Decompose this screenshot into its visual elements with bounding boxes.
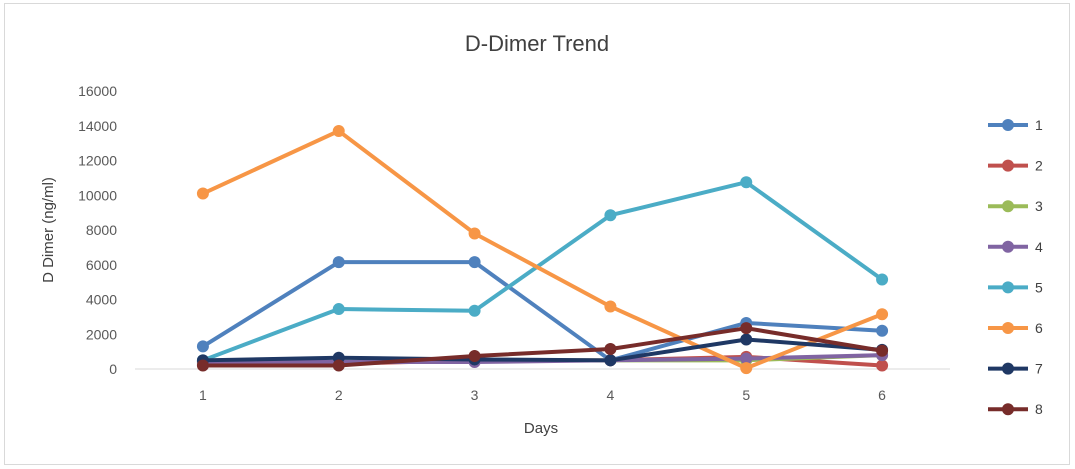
chart-title: D-Dimer Trend [465,31,609,56]
legend-label: 8 [1035,401,1043,417]
data-point [332,124,345,137]
y-tick-label: 16000 [78,83,117,99]
series-5 [196,176,889,367]
legend-label: 6 [1035,320,1043,336]
axis-layer: 0 2000 4000 6000 8000 10000 12000 14000 16000 1 2 3… [78,83,950,403]
series-8 [196,322,889,372]
data-point [740,352,753,365]
x-tick-label: 2 [335,387,343,403]
legend-item: 2 [988,158,1043,174]
data-point [332,359,345,372]
data-point [196,359,209,372]
y-tick-label: 8000 [86,222,117,238]
y-tick-label: 4000 [86,292,117,308]
series-line [200,337,885,363]
data-point [332,256,345,269]
legend-swatch-marker [1002,362,1014,375]
chart-frame: D-Dimer Trend 0 2000 4000 6000 8000 10000 1200… [4,3,1070,465]
series-layer [196,124,889,375]
line-chart: D-Dimer Trend 0 2000 4000 6000 8000 10000 1200… [40,31,1043,437]
legend-swatch-marker [1002,240,1014,253]
y-tick-label: 12000 [78,153,117,169]
data-point [468,349,481,362]
series-line [200,180,885,363]
data-point [604,209,617,222]
data-point [604,300,617,313]
legend-label: 3 [1035,198,1043,214]
data-point [876,344,889,357]
data-point [196,187,209,200]
legend-item: 4 [988,239,1043,255]
legend-label: 1 [1035,117,1043,133]
data-point [876,324,889,337]
data-point [332,303,345,316]
legend-swatch-marker [1002,200,1014,213]
data-point [876,359,889,372]
x-tick-label: 4 [607,387,615,403]
legend-swatch-marker [1002,119,1014,131]
y-tick-label: 2000 [86,326,117,342]
x-tick-label: 1 [199,387,207,403]
legend-label: 2 [1035,158,1043,174]
y-tick-label: 10000 [78,187,117,203]
legend-item: 1 [988,117,1043,133]
legend-swatch-marker [1002,281,1014,294]
x-tick-label: 3 [471,387,479,403]
data-point [196,340,209,353]
legend-item: 7 [988,361,1043,377]
legend: 1 2 3 4 5 6 7 8 [988,117,1043,417]
data-point [740,362,753,375]
series-line [200,260,885,363]
data-point [740,176,753,189]
series-1 [196,256,889,367]
legend-swatch-marker [1002,322,1014,334]
legend-label: 5 [1035,279,1043,295]
data-point [604,354,617,367]
x-tick-label: 6 [878,387,886,403]
x-axis-title: Days [524,420,558,437]
y-axis-title: D Dimer (ng/ml) [40,177,57,283]
x-tick-label: 5 [742,387,750,403]
data-point [876,308,889,321]
legend-label: 4 [1035,239,1043,255]
legend-item: 6 [988,320,1043,336]
data-point [740,322,753,335]
series-line [200,326,885,368]
series-line [200,128,885,371]
data-point [468,304,481,317]
data-point [740,333,753,346]
y-tick-label: 6000 [86,257,117,273]
data-point [876,273,889,286]
legend-swatch-marker [1002,159,1014,172]
legend-item: 3 [988,198,1043,214]
series-6 [196,124,889,375]
y-tick-label: 14000 [78,118,117,134]
data-point [468,227,481,240]
y-tick-label: 0 [109,361,117,377]
legend-item: 8 [988,401,1043,417]
legend-label: 7 [1035,361,1043,377]
legend-swatch-marker [1002,403,1014,416]
data-point [604,343,617,356]
data-point [468,256,481,269]
legend-item: 5 [988,279,1043,295]
